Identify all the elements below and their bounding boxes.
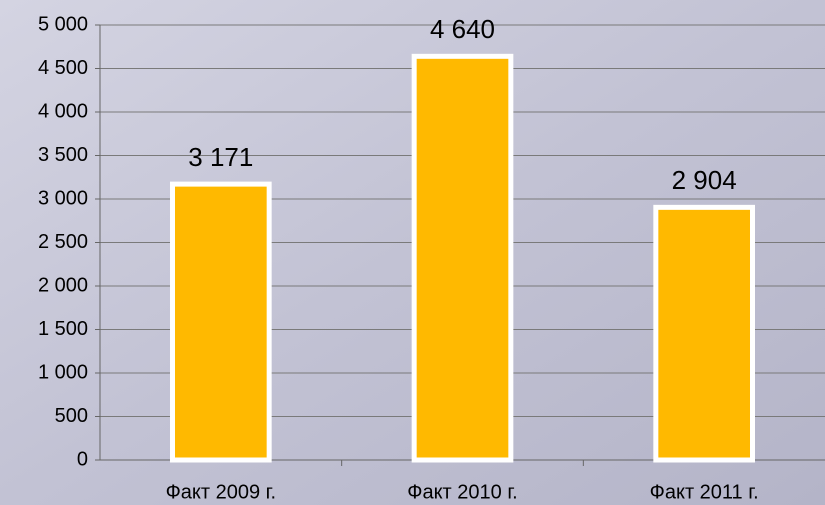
y-tick-label: 2 500 (38, 231, 88, 253)
y-tick-label: 3 500 (38, 144, 88, 166)
data-label: 3 171 (188, 142, 253, 172)
data-label: 2 904 (672, 165, 737, 195)
y-tick-label: 0 (77, 448, 88, 470)
data-label: 4 640 (430, 14, 495, 44)
y-tick-label: 1 000 (38, 361, 88, 383)
y-tick-label: 500 (55, 405, 88, 427)
bar (411, 53, 514, 463)
x-tick-label: Факт 2010 г. (407, 481, 517, 503)
bar (170, 181, 272, 463)
y-tick-label: 3 000 (38, 187, 88, 209)
y-tick-label: 1 500 (38, 318, 88, 340)
y-tick-label: 4 500 (38, 57, 88, 79)
y-tick-label: 2 000 (38, 274, 88, 296)
x-tick-label: Факт 2011 г. (650, 481, 759, 503)
x-tick-label: Факт 2009 г. (166, 481, 276, 503)
bar (653, 204, 755, 463)
y-tick-label: 5 000 (38, 13, 88, 35)
y-tick-label: 4 000 (38, 100, 88, 122)
